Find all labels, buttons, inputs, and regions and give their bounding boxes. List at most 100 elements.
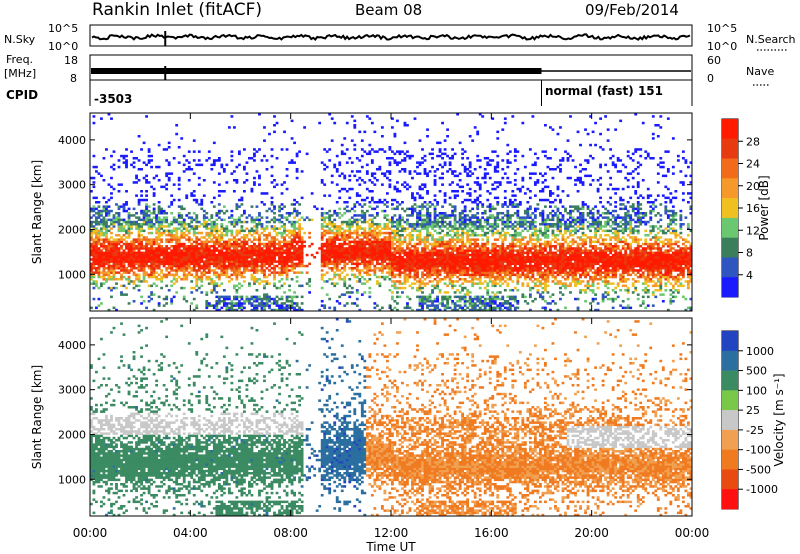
heatmap-cell	[207, 275, 211, 279]
heatmap-cell	[235, 240, 239, 244]
heatmap-cell	[380, 271, 384, 274]
heatmap-cell	[385, 218, 389, 222]
heatmap-cell	[463, 220, 467, 224]
heatmap-cell	[140, 234, 143, 237]
heatmap-cell	[280, 253, 284, 257]
heatmap-cell	[290, 300, 294, 303]
heatmap-cell	[423, 227, 427, 230]
heatmap-cell	[232, 273, 236, 277]
heatmap-cell	[190, 245, 194, 248]
heatmap-cell	[273, 278, 276, 281]
heatmap-cell	[423, 282, 427, 285]
heatmap-cell	[481, 273, 485, 277]
heatmap-cell	[290, 253, 294, 257]
heatmap-cell	[293, 306, 296, 310]
heatmap-cell	[162, 216, 166, 219]
heatmap-cell	[202, 214, 206, 217]
heatmap-cell	[220, 225, 224, 228]
heatmap-cell	[325, 245, 329, 248]
heatmap-cell	[471, 247, 475, 250]
heatmap-cell	[265, 251, 269, 255]
heatmap-cell	[117, 256, 121, 259]
heatmap-cell	[458, 238, 462, 241]
heatmap-cell	[285, 273, 289, 277]
heatmap-cell	[250, 216, 254, 219]
heatmap-cell	[190, 218, 194, 222]
heatmap-cell	[260, 231, 264, 235]
heatmap-cell	[401, 201, 404, 204]
heatmap-cell	[182, 242, 186, 246]
heatmap-cell	[453, 207, 457, 211]
heatmap-cell	[330, 238, 334, 241]
heatmap-cell	[175, 256, 179, 259]
heatmap-cell	[102, 223, 106, 226]
heatmap-cell	[471, 269, 475, 272]
heatmap-cell	[408, 154, 412, 158]
heatmap-cell	[426, 271, 429, 274]
heatmap-cell	[333, 227, 337, 230]
heatmap-cell	[378, 262, 382, 266]
heatmap-cell	[125, 163, 128, 167]
heatmap-cell	[152, 176, 156, 180]
heatmap-cell	[180, 216, 184, 219]
heatmap-cell	[192, 258, 196, 261]
heatmap-cell	[476, 245, 480, 248]
heatmap-cell	[345, 256, 349, 259]
heatmap-cell	[370, 161, 374, 164]
heatmap-cell	[401, 249, 404, 252]
freq-label-line2: [MHz]	[4, 67, 36, 80]
heatmap-cell	[147, 227, 151, 230]
heatmap-cell	[416, 267, 419, 270]
heatmap-cell	[441, 238, 444, 241]
heatmap-cell	[355, 201, 359, 204]
heatmap-cell	[225, 297, 229, 301]
heatmap-cell	[348, 240, 352, 244]
heatmap-cell	[335, 238, 339, 241]
heatmap-cell	[488, 269, 492, 272]
heatmap-cell	[237, 262, 241, 266]
heatmap-cell	[210, 234, 214, 237]
heatmap-cell	[172, 227, 176, 230]
heatmap-cell	[421, 260, 424, 263]
heatmap-cell	[150, 256, 154, 259]
heatmap-cell	[353, 214, 357, 217]
heatmap-cell	[100, 117, 103, 120]
heatmap-cell	[120, 218, 123, 222]
heatmap-cell	[160, 185, 164, 189]
heatmap-cell	[253, 148, 256, 151]
heatmap-cell	[92, 286, 96, 290]
heatmap-cell	[145, 247, 148, 250]
heatmap-cell	[343, 256, 347, 259]
heatmap-cell	[396, 163, 399, 167]
heatmap-cell	[205, 231, 209, 235]
heatmap-cell	[260, 247, 264, 250]
heatmap-cell	[461, 273, 465, 277]
heatmap-cell	[275, 286, 279, 290]
heatmap-cell	[398, 295, 402, 299]
heatmap-cell	[102, 256, 106, 259]
heatmap-cell	[463, 304, 467, 307]
heatmap-cell	[413, 209, 417, 213]
heatmap-cell	[478, 300, 482, 303]
heatmap-cell	[283, 216, 286, 219]
heatmap-cell	[165, 256, 169, 259]
heatmap-cell	[370, 234, 374, 237]
heatmap-cell	[185, 260, 189, 263]
heatmap-cell	[368, 205, 372, 208]
heatmap-cell	[200, 251, 204, 255]
heatmap-cell	[463, 198, 467, 202]
heatmap-cell	[318, 308, 322, 312]
heatmap-cell	[190, 216, 194, 219]
heatmap-cell	[142, 141, 146, 145]
heatmap-cell	[293, 302, 296, 305]
heatmap-cell	[461, 260, 465, 263]
heatmap-cell	[222, 295, 226, 299]
heatmap-cell	[243, 258, 246, 261]
heatmap-cell	[328, 253, 332, 257]
heatmap-cell	[162, 247, 166, 250]
heatmap-cell	[125, 245, 128, 248]
heatmap-cell	[142, 264, 146, 268]
heatmap-cell	[243, 267, 246, 270]
heatmap-cell	[155, 227, 159, 230]
heatmap-cell	[448, 161, 452, 164]
